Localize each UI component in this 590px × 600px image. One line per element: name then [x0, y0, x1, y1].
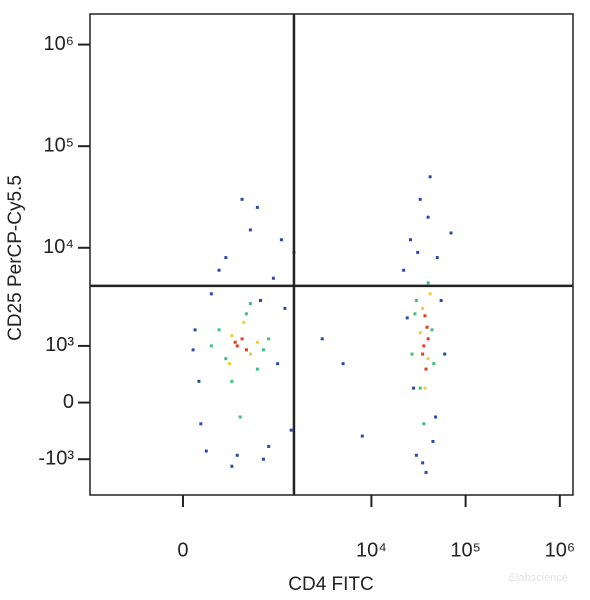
point — [283, 306, 287, 310]
point — [199, 422, 203, 426]
point — [242, 320, 246, 324]
point — [426, 357, 430, 361]
point — [233, 340, 237, 344]
point — [360, 434, 364, 438]
point — [428, 175, 432, 179]
y-tick-label: -10³ — [38, 447, 74, 469]
point — [449, 231, 453, 235]
point — [422, 422, 426, 426]
point — [240, 197, 244, 201]
y-tick-label: 10⁶ — [44, 33, 74, 55]
point — [255, 205, 259, 209]
point — [224, 256, 228, 260]
point — [204, 449, 208, 453]
point — [230, 464, 234, 468]
point — [414, 299, 418, 303]
point — [279, 238, 283, 242]
point — [434, 415, 438, 419]
point — [244, 312, 248, 316]
x-tick-label: 10⁶ — [545, 539, 575, 561]
point — [408, 238, 412, 242]
point — [413, 312, 417, 316]
watermark: Elabscience — [509, 572, 568, 584]
point — [422, 344, 426, 348]
point — [418, 386, 422, 390]
point — [423, 314, 427, 318]
point — [209, 344, 213, 348]
point — [248, 301, 252, 305]
x-tick-label: 0 — [177, 539, 188, 561]
point — [248, 352, 252, 356]
point — [248, 228, 252, 232]
point — [416, 250, 420, 254]
point — [240, 337, 244, 341]
point — [230, 379, 234, 383]
point — [425, 325, 429, 329]
x-tick-label: 10⁴ — [356, 539, 387, 561]
x-tick-label: 10⁵ — [450, 539, 481, 561]
point — [230, 334, 234, 338]
point — [439, 299, 443, 303]
point — [244, 348, 248, 352]
y-tick-label: 10⁵ — [43, 134, 74, 156]
point — [418, 331, 422, 335]
point — [261, 348, 265, 352]
point — [261, 457, 265, 461]
point — [435, 256, 439, 260]
point — [267, 337, 271, 341]
point — [341, 362, 345, 366]
point — [191, 348, 195, 352]
point — [276, 362, 280, 366]
point — [412, 386, 416, 390]
point — [235, 453, 239, 457]
plot-frame — [89, 13, 574, 496]
point — [426, 337, 430, 341]
point — [426, 215, 430, 219]
y-tick-label: 0 — [63, 391, 74, 413]
point — [320, 337, 324, 341]
point — [431, 439, 435, 443]
point — [193, 328, 197, 332]
point — [414, 453, 418, 457]
point — [443, 352, 447, 356]
point — [217, 268, 221, 272]
point — [421, 461, 425, 465]
point — [238, 415, 242, 419]
point — [423, 386, 427, 390]
point — [209, 292, 213, 296]
point — [258, 299, 262, 303]
point — [430, 328, 434, 332]
point — [289, 428, 293, 432]
y-tick-label: 10⁴ — [43, 236, 74, 258]
y-axis-title: CD25 PerCP-Cy5.5 — [5, 175, 26, 341]
point — [428, 292, 432, 296]
point — [432, 362, 436, 366]
point — [217, 328, 221, 332]
point — [224, 357, 228, 361]
point — [255, 367, 259, 371]
point — [421, 306, 425, 310]
point — [255, 340, 259, 344]
point — [267, 444, 271, 448]
point — [197, 379, 201, 383]
point — [424, 367, 428, 371]
point — [405, 316, 409, 320]
point — [402, 268, 406, 272]
point — [228, 362, 232, 366]
x-axis-title: CD4 FITC — [288, 574, 374, 595]
point — [426, 281, 430, 285]
point — [424, 470, 428, 474]
y-tick-label: 10³ — [45, 334, 74, 356]
point — [410, 352, 414, 356]
point — [235, 344, 239, 348]
point — [271, 276, 275, 280]
point — [421, 352, 425, 356]
point — [418, 197, 422, 201]
